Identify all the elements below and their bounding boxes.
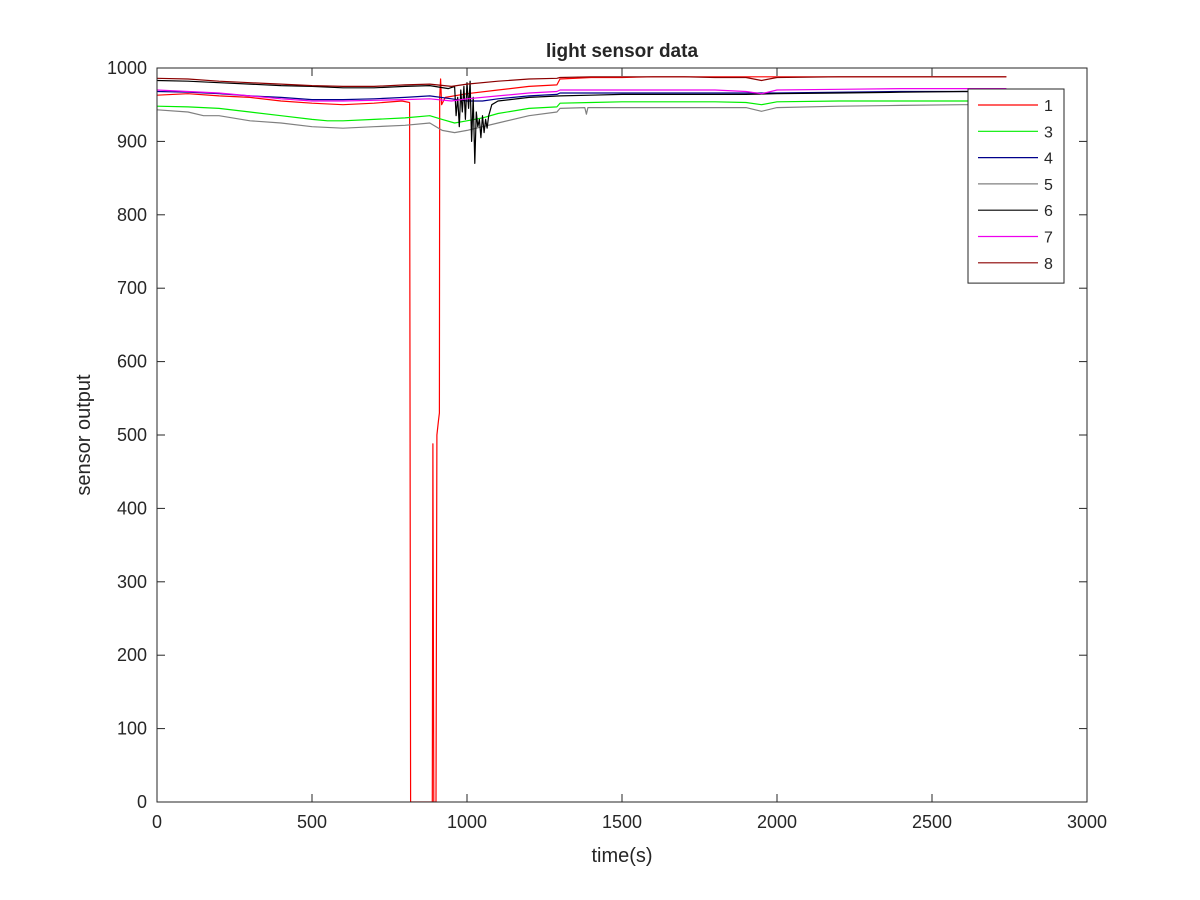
legend-label-6: 6 (1044, 203, 1053, 220)
y-tick-label: 700 (117, 278, 147, 298)
y-tick-label: 800 (117, 205, 147, 225)
ticks-layer: 0 500 1000 1500 2000 2500 3000 0 100 200 300 400 500… (107, 58, 1107, 832)
y-tick-label: 600 (117, 352, 147, 372)
y-tick-label: 0 (137, 792, 147, 812)
plot-frame (156, 67, 1088, 803)
legend-label-1: 1 (1044, 98, 1053, 115)
x-tick-label: 2000 (757, 812, 797, 832)
x-tick-label: 3000 (1067, 812, 1107, 832)
y-tick-label: 1000 (107, 58, 147, 78)
x-axis-label: time(s) (591, 845, 652, 867)
y-tick-label: 500 (117, 425, 147, 445)
y-tick-label: 400 (117, 498, 147, 518)
legend-box (967, 88, 1065, 284)
plot-background (157, 68, 1087, 802)
legend-label-3: 3 (1044, 124, 1053, 141)
legend-label-8: 8 (1044, 256, 1053, 273)
plot-area: 0 500 1000 1500 2000 2500 3000 0 100 200 300 400 500… (107, 58, 1107, 832)
series-line-5 (157, 104, 1007, 134)
series-layer (157, 76, 1007, 802)
series-line-8 (157, 76, 1007, 88)
y-tick-label: 100 (117, 719, 147, 739)
x-tick-label: 500 (297, 812, 327, 832)
series-line-3 (157, 100, 1007, 124)
series-line-7 (157, 87, 1007, 102)
legend-label-4: 4 (1044, 151, 1053, 168)
series-line-6 (157, 79, 1007, 164)
x-tick-label: 2500 (912, 812, 952, 832)
y-tick-label: 900 (117, 131, 147, 151)
legend-label-5: 5 (1044, 177, 1053, 194)
x-tick-label: 1500 (602, 812, 642, 832)
y-tick-label: 300 (117, 572, 147, 592)
x-tick-label: 1000 (447, 812, 487, 832)
series-line-4 (157, 90, 1007, 102)
chart-title: light sensor data (546, 41, 698, 62)
x-tick-label: 0 (152, 812, 162, 832)
y-tick-label: 200 (117, 645, 147, 665)
legend: 1 3 4 5 6 7 8 (967, 88, 1065, 284)
y-axis-label: sensor output (73, 374, 95, 496)
legend-label-7: 7 (1044, 230, 1053, 247)
